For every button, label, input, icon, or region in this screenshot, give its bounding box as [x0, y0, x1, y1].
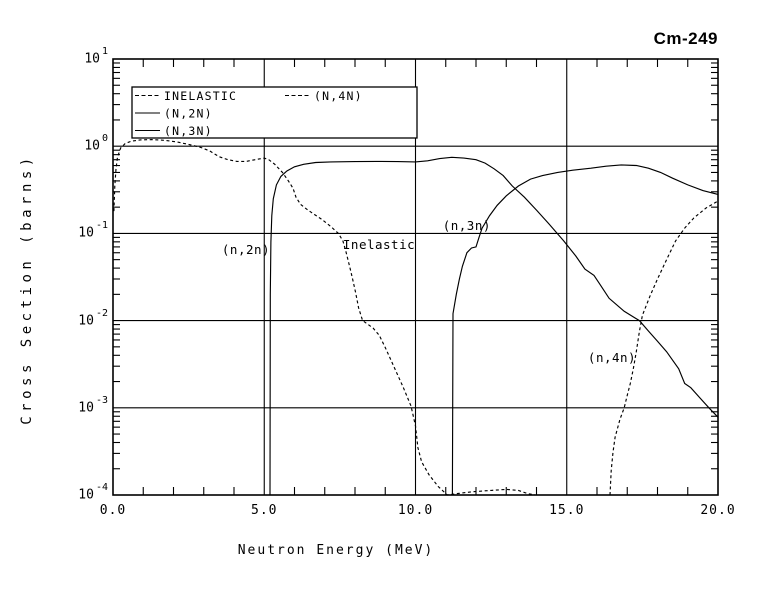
series-n2n — [269, 156, 719, 496]
legend-entry-label: (N,4N) — [314, 89, 363, 103]
y-tick-exponent: -1 — [95, 220, 108, 232]
x-tick-label: 0.0 — [99, 503, 127, 518]
x-tick-label: 15.0 — [549, 503, 585, 518]
y-tick-label: 10 -1 — [40, 220, 108, 241]
y-tick-base: 10 — [78, 312, 94, 328]
y-tick-label: 10 1 — [40, 46, 108, 67]
legend-entry-label: (N,2N) — [164, 107, 213, 121]
y-tick-label: 10 -2 — [40, 307, 108, 328]
y-tick-exponent: -2 — [95, 307, 108, 319]
y-tick-base: 10 — [78, 400, 94, 416]
x-tick-label: 10.0 — [397, 503, 434, 518]
curve-label-n4n: (n,4n) — [587, 350, 637, 366]
legend-box — [131, 86, 418, 139]
y-tick-base: 10 — [84, 51, 100, 67]
y-tick-exponent: 0 — [101, 133, 108, 145]
y-tick-base: 10 — [78, 487, 94, 503]
plot-border — [112, 58, 719, 496]
x-axis-title: Neutron Energy (MeV) — [237, 543, 435, 558]
y-tick-label: 10 -4 — [40, 482, 108, 503]
curve-label-n3n: (n,3n) — [442, 218, 491, 234]
y-tick-exponent: -3 — [95, 394, 108, 406]
x-tick-label: 20.0 — [700, 503, 736, 518]
x-tick-label: 5.0 — [251, 503, 278, 518]
y-tick-exponent: 1 — [101, 46, 108, 57]
series-inelastic — [113, 139, 536, 496]
y-tick-base: 10 — [78, 225, 94, 241]
curve-label-n2n: (n,2n) — [221, 242, 271, 258]
y-tick-base: 10 — [84, 138, 100, 154]
legend-entry-label: (N,3N) — [164, 124, 213, 138]
y-tick-exponent: -4 — [95, 482, 108, 493]
chart-title: Cm-249 — [653, 29, 718, 48]
series-n3n — [451, 164, 719, 496]
legend-entry-label: INELASTIC — [164, 89, 237, 103]
y-tick-label: 10 -3 — [40, 394, 108, 416]
curve-label-inelastic: Inelastic — [342, 237, 416, 253]
y-tick-label: 10 0 — [40, 133, 108, 154]
